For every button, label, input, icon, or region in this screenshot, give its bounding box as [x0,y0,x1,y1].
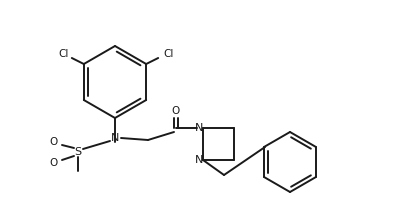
Text: N: N [111,133,119,143]
Text: N: N [195,155,203,165]
Text: N: N [195,123,203,133]
Text: Cl: Cl [163,49,173,59]
Text: Cl: Cl [59,49,69,59]
Text: S: S [74,147,82,157]
Text: O: O [50,137,58,147]
Text: O: O [50,158,58,168]
Text: O: O [172,106,180,116]
